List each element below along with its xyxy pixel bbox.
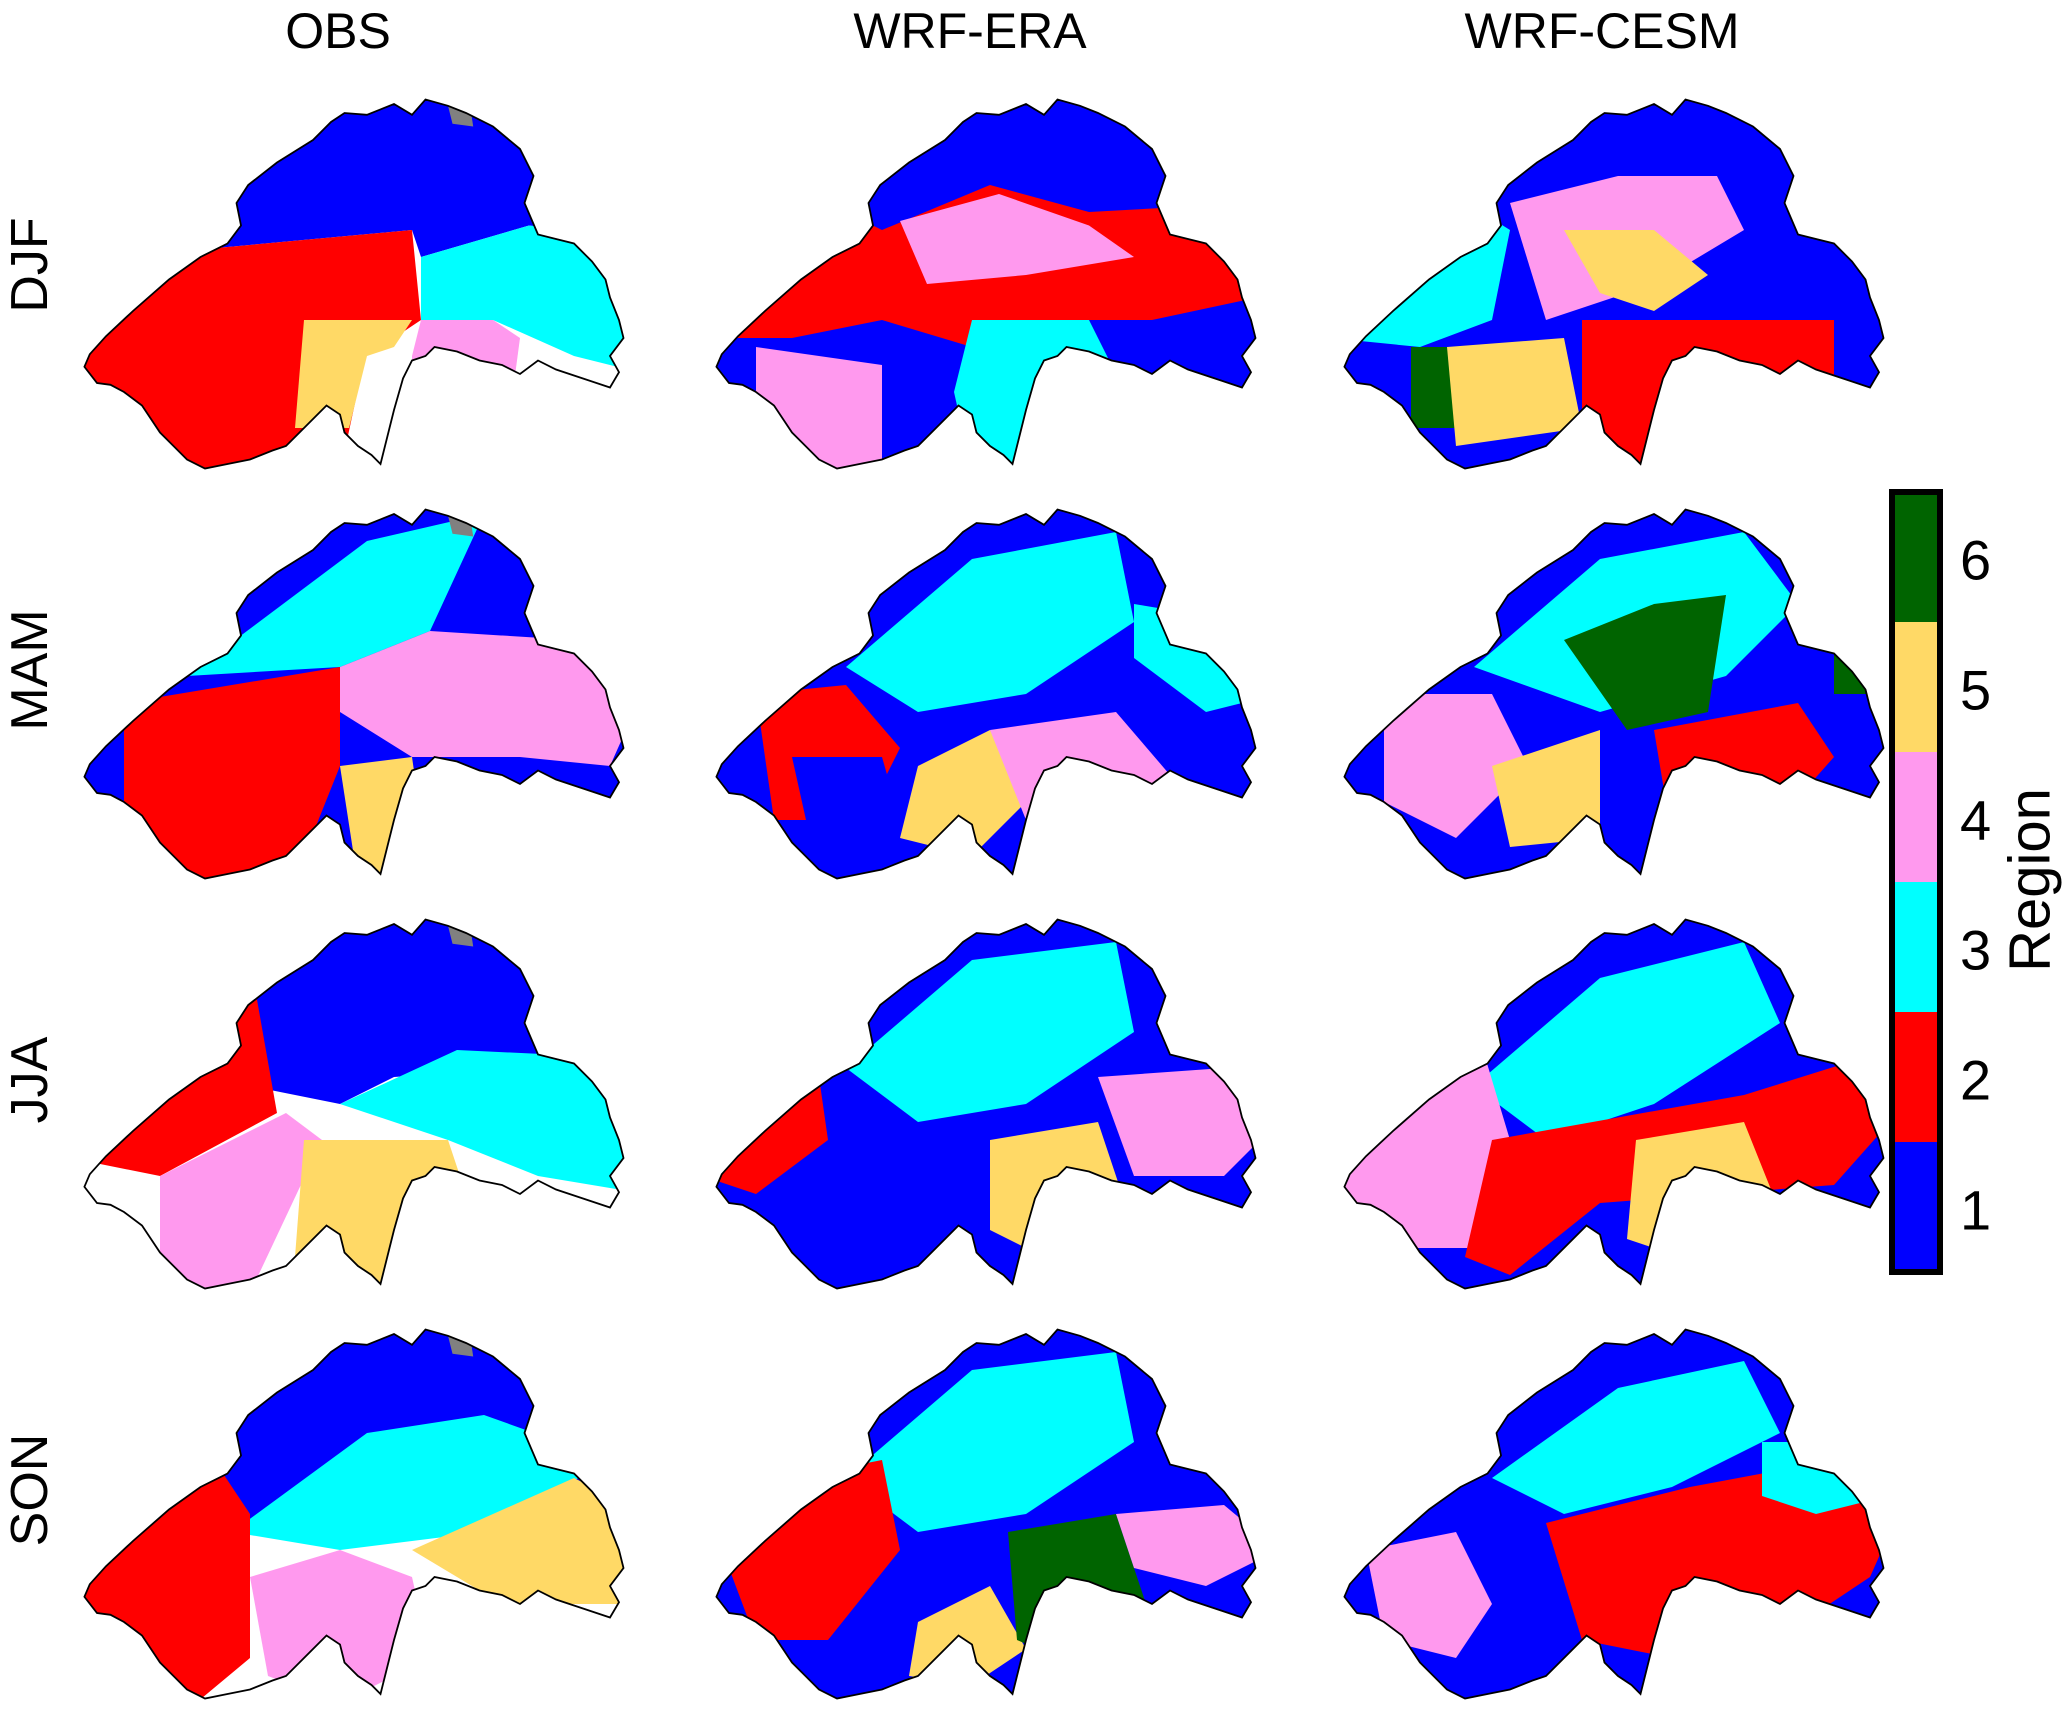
region-4-area xyxy=(1366,1532,1492,1658)
region-5-area xyxy=(295,1140,485,1289)
region-5-area xyxy=(900,730,1026,856)
colorbar-frame xyxy=(1889,489,1943,1275)
map-son-wrf-cesm xyxy=(1343,1328,1885,1700)
colorbar-swatch-4 xyxy=(1892,752,1940,882)
map-djf-wrf-era xyxy=(715,98,1257,470)
map-jja-wrf-era xyxy=(715,918,1257,1290)
colorbar-tick-1: 1 xyxy=(1960,1178,1992,1242)
region-2-area xyxy=(1582,320,1835,469)
row-label-djf: DJF xyxy=(1,217,59,313)
region-6-area xyxy=(1564,595,1726,730)
row-label-mam: MAM xyxy=(1,609,59,731)
region-3-area xyxy=(1344,185,1511,348)
colorbar-swatch-5 xyxy=(1892,622,1940,752)
region-5-area xyxy=(1564,230,1708,311)
region-4-area xyxy=(250,1550,431,1699)
map-jja-wrf-cesm xyxy=(1343,918,1885,1290)
region-4-area xyxy=(160,1113,323,1289)
column-title-wrf-cesm: WRF-CESM xyxy=(1464,3,1740,59)
region-1-area xyxy=(84,99,624,262)
colorbar xyxy=(1889,489,1943,1275)
map-jja-obs xyxy=(83,918,625,1290)
colorbar-tick-2: 2 xyxy=(1960,1048,1992,1112)
region-5-area xyxy=(412,1478,624,1605)
region-5-area xyxy=(1447,338,1582,447)
region-5-area xyxy=(340,757,431,879)
map-son-obs xyxy=(83,1328,625,1700)
region-3-area xyxy=(846,1352,1134,1532)
region-3-area xyxy=(954,320,1126,469)
colorbar-tick-5: 5 xyxy=(1960,658,1992,722)
row-label-jja: JJA xyxy=(1,1036,59,1124)
region-3-area xyxy=(340,1050,624,1195)
colorbar-swatch-6 xyxy=(1892,492,1940,622)
region-2-area xyxy=(124,667,341,879)
region-3-area xyxy=(1474,942,1780,1140)
region-6-area xyxy=(1411,347,1456,428)
region-4-area xyxy=(1384,694,1528,838)
region-3-area xyxy=(846,942,1134,1122)
map-mam-wrf-cesm xyxy=(1343,508,1885,880)
region-4-area xyxy=(756,347,883,469)
region-4-area xyxy=(340,631,624,767)
region-3-area xyxy=(421,225,624,375)
region-4-area xyxy=(412,320,521,469)
map-son-wrf-era xyxy=(715,1328,1257,1700)
region-3-area xyxy=(846,532,1134,712)
colorbar-swatch-1 xyxy=(1892,1142,1940,1272)
region-3-area xyxy=(1492,1361,1780,1514)
region-5-area xyxy=(1492,730,1600,847)
map-djf-obs xyxy=(83,98,625,470)
column-title-obs: OBS xyxy=(285,3,391,59)
region-3-area xyxy=(187,514,485,676)
region-3-area xyxy=(232,1415,610,1550)
map-djf-wrf-cesm xyxy=(1343,98,1885,470)
colorbar-swatch-3 xyxy=(1892,882,1940,1012)
region-5-area xyxy=(295,320,412,428)
colorbar-tick-3: 3 xyxy=(1960,918,1992,982)
map-mam-obs xyxy=(83,508,625,880)
row-label-son: SON xyxy=(1,1433,59,1547)
colorbar-tick-4: 4 xyxy=(1960,788,1992,852)
colorbar-swatch-2 xyxy=(1892,1012,1940,1142)
colorbar-tick-6: 6 xyxy=(1960,528,1992,592)
region-4-area xyxy=(900,194,1134,284)
column-title-wrf-era: WRF-ERA xyxy=(853,3,1087,59)
region-6-area xyxy=(1834,640,1884,695)
region-2-area xyxy=(84,1406,251,1699)
map-mam-wrf-era xyxy=(715,508,1257,880)
region-4-area xyxy=(1116,1505,1256,1587)
colorbar-label: Region xyxy=(1997,788,2063,972)
region-1-area xyxy=(792,757,900,838)
